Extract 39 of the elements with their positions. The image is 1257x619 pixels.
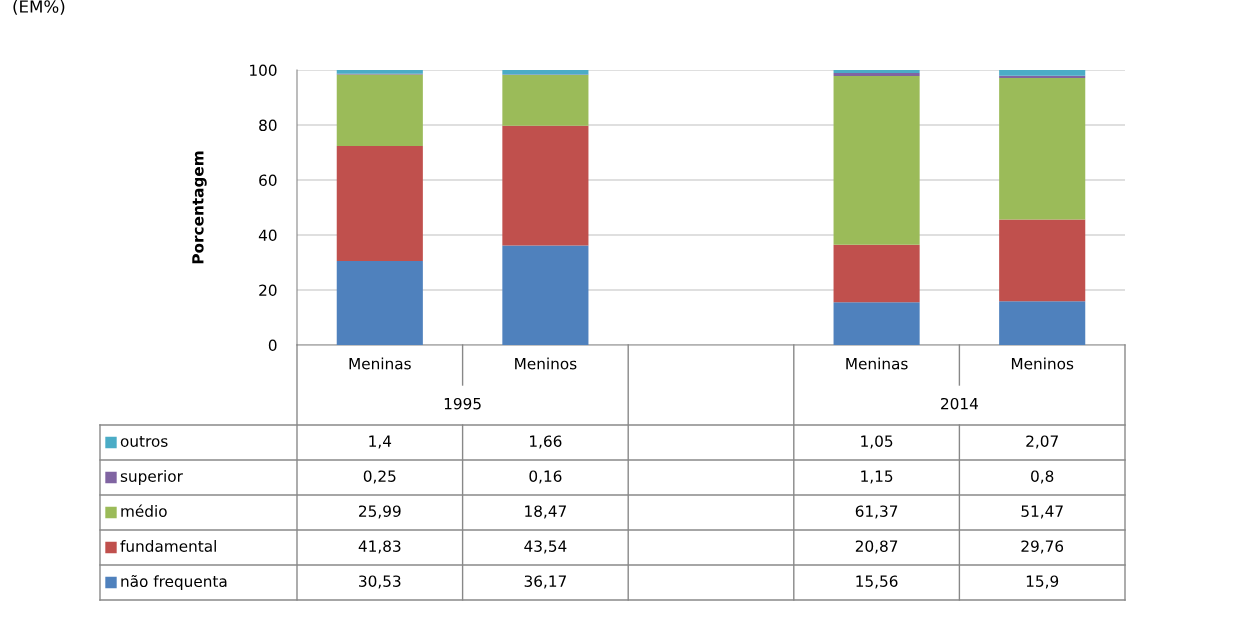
y-tick-label: 60 — [259, 174, 277, 187]
data-label: 30,53 — [359, 575, 401, 589]
legend-label: fundamental — [120, 540, 216, 552]
y-tick-label: 80 — [259, 119, 277, 132]
x-tick-label: Meninos — [515, 357, 577, 370]
data-label: 2,07 — [1026, 435, 1058, 449]
data-label: 1,66 — [530, 435, 562, 449]
legend-label: superior — [120, 470, 183, 485]
data-label: 43,54 — [524, 540, 567, 554]
data-label: 15,56 — [856, 575, 898, 589]
legend-label: médio — [121, 504, 167, 517]
data-label: 18,47 — [525, 505, 566, 519]
y-tick-label: 20 — [259, 284, 277, 297]
y-tick-label: 100 — [250, 64, 277, 77]
data-label: 41,83 — [358, 540, 401, 554]
data-label: 15,9 — [1026, 575, 1059, 589]
x-tick-label: Meninas — [349, 357, 411, 370]
data-label: 1,4 — [369, 435, 392, 449]
data-label: 61,37 — [855, 505, 898, 519]
data-label: 1,05 — [861, 435, 893, 449]
data-label: 25,99 — [359, 505, 401, 519]
data-label: 0,25 — [363, 470, 396, 484]
y-tick-label: 0 — [268, 339, 277, 352]
data-label: 20,87 — [855, 540, 898, 554]
legend-label: não frequenta — [121, 574, 227, 591]
data-label: 1,15 — [861, 470, 893, 484]
x-tick-label: Meninas — [846, 357, 908, 370]
text: (EM%) — [13, 0, 65, 15]
text: 2014 — [941, 397, 978, 410]
text: 1995 — [444, 397, 481, 410]
y-axis-title: Porcentagem — [192, 151, 207, 264]
data-label: 0,16 — [529, 470, 562, 484]
data-label: 36,17 — [524, 575, 566, 589]
data-label: 0,8 — [1031, 470, 1054, 484]
data-label: 29,76 — [1021, 540, 1064, 554]
data-label: 51,47 — [1021, 505, 1063, 519]
legend-label: outros — [120, 435, 168, 447]
y-tick-label: 40 — [258, 229, 277, 242]
x-tick-label: Meninos — [1011, 357, 1074, 370]
